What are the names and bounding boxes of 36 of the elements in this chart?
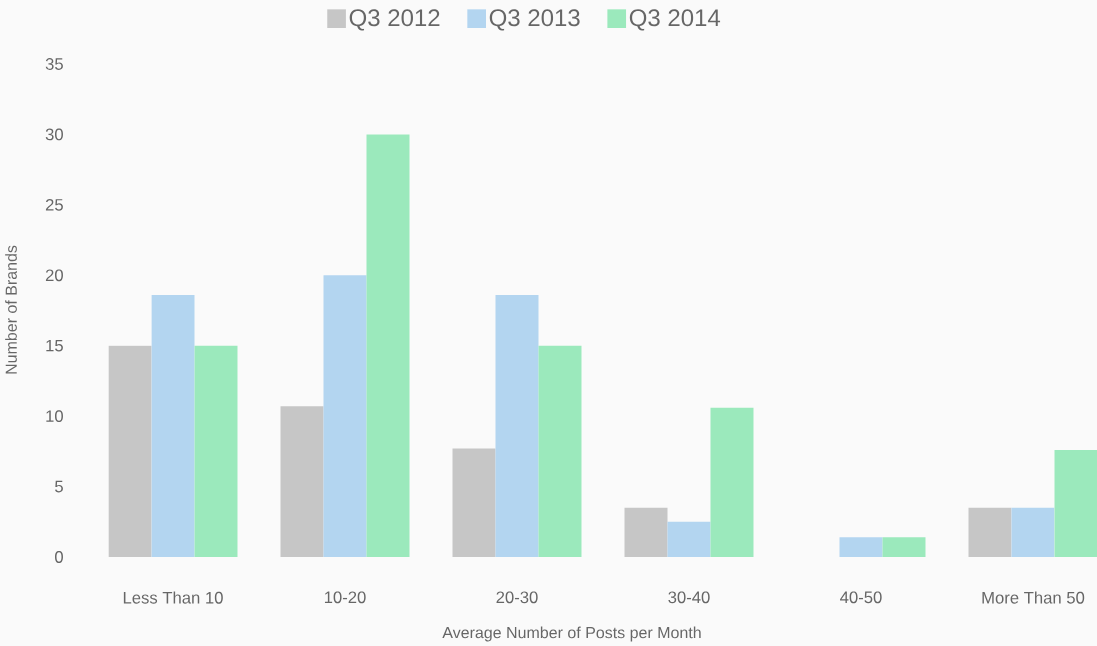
bar <box>968 507 1012 557</box>
y-tick-label: 5 <box>55 480 63 493</box>
y-tick-label: 20 <box>45 269 63 282</box>
bar <box>882 537 926 557</box>
y-tick-label: 10 <box>46 410 63 423</box>
bar <box>323 275 367 557</box>
y-tick-label: 25 <box>45 198 63 211</box>
legend-label: Q3 2013 <box>489 9 580 31</box>
y-tick-label: 0 <box>55 551 63 563</box>
y-tick-label: 35 <box>45 58 63 70</box>
x-tick-label: Less Than 10 <box>123 591 223 604</box>
bar <box>495 295 539 557</box>
bar <box>710 407 754 557</box>
x-tick-label: More Than 50 <box>982 591 1085 604</box>
bar <box>452 448 496 557</box>
x-tick-label: 20-30 <box>496 591 538 604</box>
legend-label: Q3 2014 <box>629 9 721 31</box>
x-axis-title: Average Number of Posts per Month <box>442 626 701 642</box>
bar <box>280 406 324 557</box>
x-tick-label: 30-40 <box>668 591 710 604</box>
bar <box>667 521 711 557</box>
legend-label: Q3 2012 <box>349 9 440 31</box>
bar <box>366 134 410 557</box>
bar <box>108 345 152 557</box>
bar <box>624 507 668 557</box>
x-tick-label: 40-50 <box>840 591 882 604</box>
y-axis-title: Number of Brands <box>5 245 17 374</box>
bar <box>194 345 238 557</box>
bar <box>839 537 883 557</box>
y-tick-label: 15 <box>46 339 63 352</box>
y-tick-label: 30 <box>45 128 63 141</box>
bar <box>151 295 195 557</box>
bar <box>538 345 582 557</box>
bar <box>1054 449 1097 557</box>
x-tick-label: 10-20 <box>324 591 366 604</box>
bar <box>1011 507 1055 557</box>
